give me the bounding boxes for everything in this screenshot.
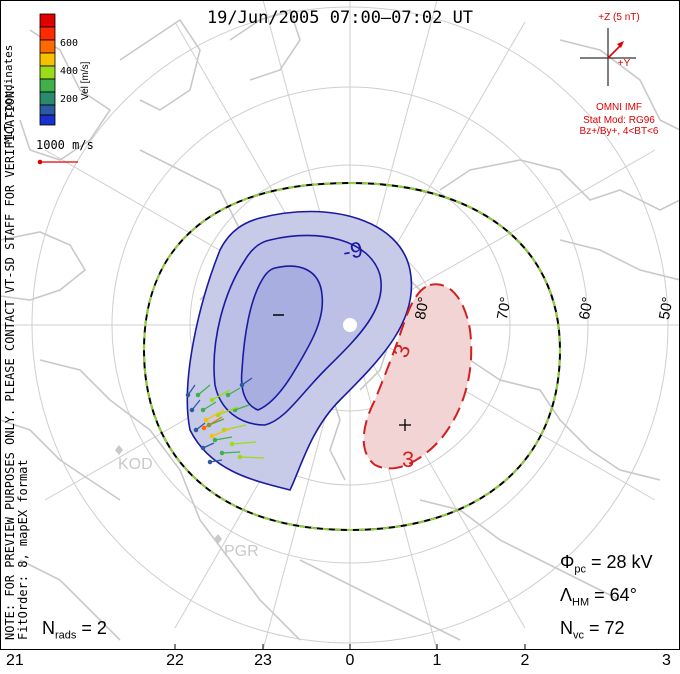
stat-lambda-hm: ΛHM = 64°	[560, 585, 637, 609]
mlt-label-23: 23	[254, 652, 272, 669]
station-pgr: PGR	[224, 543, 259, 560]
stat-nrads: Nrads = 2	[42, 618, 107, 642]
stat-phi-sub: pc	[574, 563, 586, 576]
stat-lambda-value: = 64°	[594, 585, 637, 605]
stat-lambda-symbol: Λ	[560, 585, 573, 605]
station-markers	[115, 445, 222, 544]
colorbar-tick-400: 400	[60, 66, 79, 77]
positive-cell	[362, 283, 473, 470]
imf-y-label: +Y	[617, 58, 631, 69]
mlt-label-22: 22	[166, 652, 184, 669]
scale-vector	[37, 159, 78, 165]
imf-z-label: +Z (5 nT)	[598, 12, 640, 23]
mlt-label-1: 1	[432, 652, 442, 669]
hm-boundary	[142, 181, 562, 532]
stat-nrads-value: = 2	[81, 618, 107, 638]
imf-model: Stat Mod: RG96	[583, 115, 655, 126]
stat-nvc: Nvc = 72	[560, 618, 625, 642]
stat-nrads-symbol: N	[42, 618, 55, 638]
negative-cell	[186, 210, 413, 491]
map-title: 19/Jun/2005 07:00–07:02 UT	[206, 8, 474, 28]
contour-label-positive-2: 3	[402, 447, 415, 472]
imf-source: OMNI IMF	[595, 102, 643, 113]
preview-note: NOTE: FOR PREVIEW PURPOSES ONLY. PLEASE …	[3, 84, 30, 640]
stat-nvc-symbol: N	[560, 618, 573, 638]
contour-label-negative: -9	[340, 236, 365, 265]
mlt-label-21: 21	[6, 652, 24, 669]
stat-phi-pc: Φpc = 28 kV	[560, 552, 653, 576]
mlt-label-3: 3	[662, 652, 671, 669]
colorbar-tick-600: 600	[60, 38, 79, 49]
mlt-label-0: 0	[345, 652, 355, 669]
colorbar-label: Vel [m/s]	[80, 61, 91, 100]
imf-condition: Bz+/By+, 4<BT<6	[579, 126, 659, 137]
stat-phi-value: = 28 kV	[591, 552, 653, 572]
scale-vector-label: 1000 m/s	[36, 138, 94, 152]
contour-markers	[273, 314, 411, 431]
stat-nrads-sub: rads	[55, 629, 77, 642]
stat-nvc-sub: vc	[573, 629, 584, 642]
velocity-colorbar	[39, 13, 56, 126]
imf-dial	[580, 28, 636, 86]
stat-nvc-value: = 72	[589, 618, 625, 638]
colorbar-tick-200: 200	[60, 94, 79, 105]
station-kod: KOD	[118, 456, 153, 473]
velocity-vectors	[185, 377, 265, 465]
stat-lambda-sub: HM	[572, 596, 590, 609]
mlt-label-2: 2	[520, 652, 530, 669]
stat-phi-symbol: Φ	[560, 552, 575, 572]
fit-order-line: FitOrder: 8, mapEX format	[16, 459, 30, 640]
